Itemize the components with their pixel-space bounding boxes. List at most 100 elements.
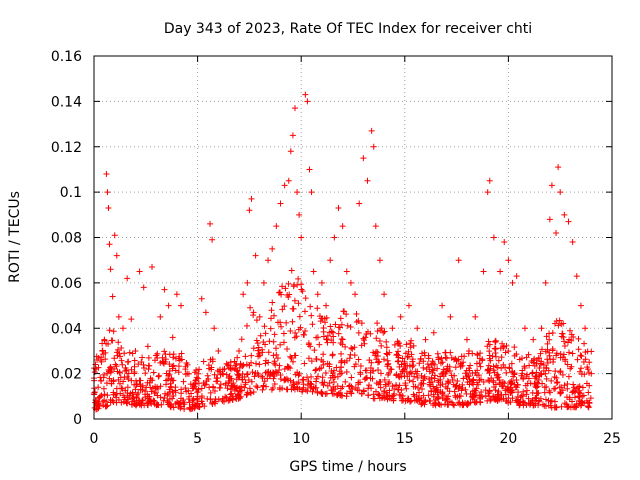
data-point — [462, 386, 469, 393]
data-point — [357, 369, 364, 376]
data-point — [409, 358, 416, 365]
data-point — [209, 236, 216, 243]
data-point — [375, 358, 382, 365]
data-point — [405, 353, 412, 360]
data-point — [356, 200, 363, 207]
data-point — [304, 388, 311, 395]
data-point — [519, 355, 526, 362]
data-point — [393, 352, 400, 359]
data-point — [377, 370, 384, 377]
data-point — [529, 370, 536, 377]
data-point — [364, 177, 371, 184]
data-point — [178, 356, 185, 363]
data-point — [153, 352, 160, 359]
data-point — [138, 358, 145, 365]
data-point — [276, 362, 283, 369]
data-point — [317, 318, 324, 325]
data-point — [259, 386, 266, 393]
data-point — [469, 370, 476, 377]
data-point — [99, 340, 106, 347]
data-point — [270, 384, 277, 391]
data-point — [266, 338, 273, 345]
data-point — [111, 365, 118, 372]
data-point — [247, 304, 254, 311]
data-point — [144, 391, 151, 398]
data-point — [404, 354, 411, 361]
data-point — [539, 401, 546, 408]
data-point — [260, 279, 267, 286]
x-tick-label: 25 — [603, 431, 621, 447]
data-point — [516, 401, 523, 408]
data-point — [452, 394, 459, 401]
data-point — [437, 373, 444, 380]
data-point — [271, 312, 278, 319]
data-point — [106, 327, 113, 334]
data-point — [556, 384, 563, 391]
data-point — [497, 268, 504, 275]
data-point — [324, 332, 331, 339]
data-point — [108, 337, 115, 344]
data-point — [281, 377, 288, 384]
data-point — [410, 378, 417, 385]
data-point — [539, 346, 546, 353]
data-point — [145, 366, 152, 373]
data-point — [225, 379, 232, 386]
data-point — [318, 279, 325, 286]
data-point — [414, 325, 421, 332]
data-point — [203, 377, 210, 384]
data-point — [281, 303, 288, 310]
data-point — [518, 372, 525, 379]
data-point — [284, 291, 291, 298]
data-point — [253, 317, 260, 324]
data-point — [233, 376, 240, 383]
data-point — [435, 395, 442, 402]
data-point — [156, 372, 163, 379]
data-point — [329, 351, 336, 358]
data-point — [101, 391, 108, 398]
data-point — [224, 362, 231, 369]
data-point — [580, 392, 587, 399]
data-point — [390, 397, 397, 404]
data-point — [544, 340, 551, 347]
data-point — [293, 333, 300, 340]
data-point — [553, 380, 560, 387]
data-point — [338, 364, 345, 371]
data-point — [368, 359, 375, 366]
data-point — [137, 386, 144, 393]
data-point — [330, 379, 337, 386]
data-point — [285, 363, 292, 370]
data-point — [185, 396, 192, 403]
data-point — [128, 316, 135, 323]
data-point — [509, 395, 516, 402]
data-point — [289, 305, 296, 312]
data-point — [383, 350, 390, 357]
data-point — [170, 393, 177, 400]
data-point — [308, 358, 315, 365]
data-point — [562, 358, 569, 365]
data-point — [549, 347, 556, 354]
data-point — [157, 383, 164, 390]
data-point — [463, 390, 470, 397]
data-point — [294, 369, 301, 376]
data-point — [314, 305, 321, 312]
data-point — [251, 373, 258, 380]
data-point — [435, 356, 442, 363]
data-point — [542, 348, 549, 355]
data-point — [355, 317, 362, 324]
data-point — [182, 385, 189, 392]
data-point — [142, 370, 149, 377]
data-point — [576, 368, 583, 375]
data-point — [363, 374, 370, 381]
data-point — [107, 266, 114, 273]
data-point — [451, 388, 458, 395]
data-point — [460, 375, 467, 382]
data-point — [501, 239, 508, 246]
data-point — [262, 357, 269, 364]
data-point — [381, 328, 388, 335]
data-point — [493, 396, 500, 403]
data-point — [349, 386, 356, 393]
data-point — [353, 311, 360, 318]
data-point — [557, 368, 564, 375]
data-point — [113, 399, 120, 406]
data-point — [495, 388, 502, 395]
